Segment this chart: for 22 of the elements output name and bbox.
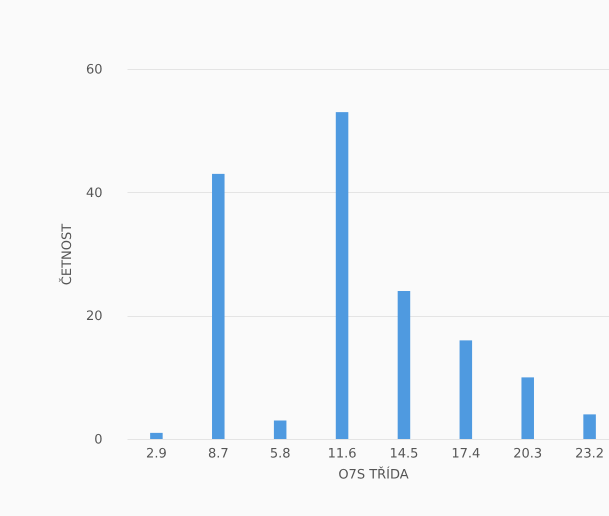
bar: [212, 174, 225, 439]
y-tick-label: 20: [86, 309, 102, 324]
y-tick-label: 60: [86, 62, 102, 78]
y-tick-label: 40: [86, 186, 102, 201]
x-axis-title: O7S TŘÍDA: [338, 466, 409, 482]
bar: [274, 420, 286, 439]
bar: [150, 432, 163, 439]
bar: [460, 340, 472, 439]
x-tick-label: 23.2: [575, 446, 604, 462]
y-axis-title: ČETNOST: [58, 224, 75, 286]
bar: [583, 414, 596, 439]
bar: [398, 291, 410, 439]
x-tick-label: 14.5: [389, 446, 418, 462]
x-tick-label: 5.8: [270, 446, 291, 462]
bar: [336, 112, 348, 439]
x-tick-label: 20.3: [513, 446, 542, 462]
y-tick-label: 0: [94, 432, 102, 448]
x-tick-label: 8.7: [208, 446, 229, 462]
bar: [521, 377, 534, 439]
x-tick-label: 11.6: [328, 446, 357, 462]
x-tick-label: 2.9: [146, 446, 167, 462]
x-tick-label: 17.4: [451, 446, 480, 462]
